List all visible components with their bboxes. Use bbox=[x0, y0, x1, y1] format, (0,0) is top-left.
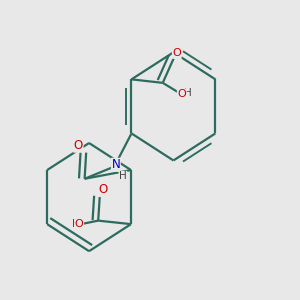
Text: O: O bbox=[172, 48, 181, 58]
Text: O: O bbox=[177, 89, 186, 99]
Text: H: H bbox=[184, 88, 192, 98]
Text: O: O bbox=[75, 220, 83, 230]
Text: N: N bbox=[112, 158, 120, 171]
Text: H: H bbox=[119, 171, 127, 181]
Text: O: O bbox=[74, 139, 83, 152]
Text: H: H bbox=[72, 219, 80, 229]
Text: O: O bbox=[98, 183, 107, 196]
